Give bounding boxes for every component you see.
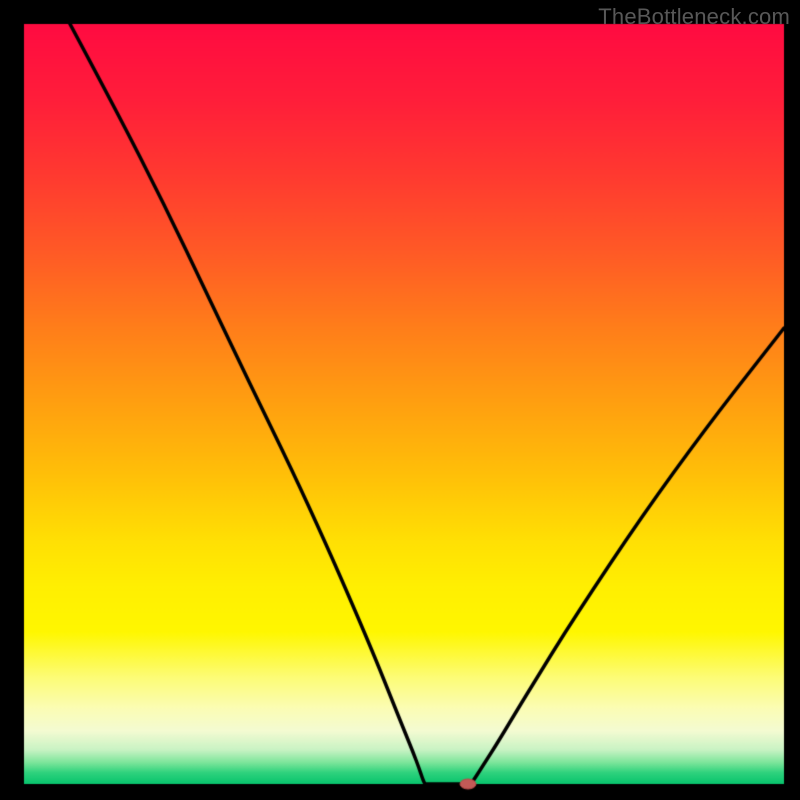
bottleneck-chart-canvas	[0, 0, 800, 800]
chart-stage: TheBottleneck.com	[0, 0, 800, 800]
